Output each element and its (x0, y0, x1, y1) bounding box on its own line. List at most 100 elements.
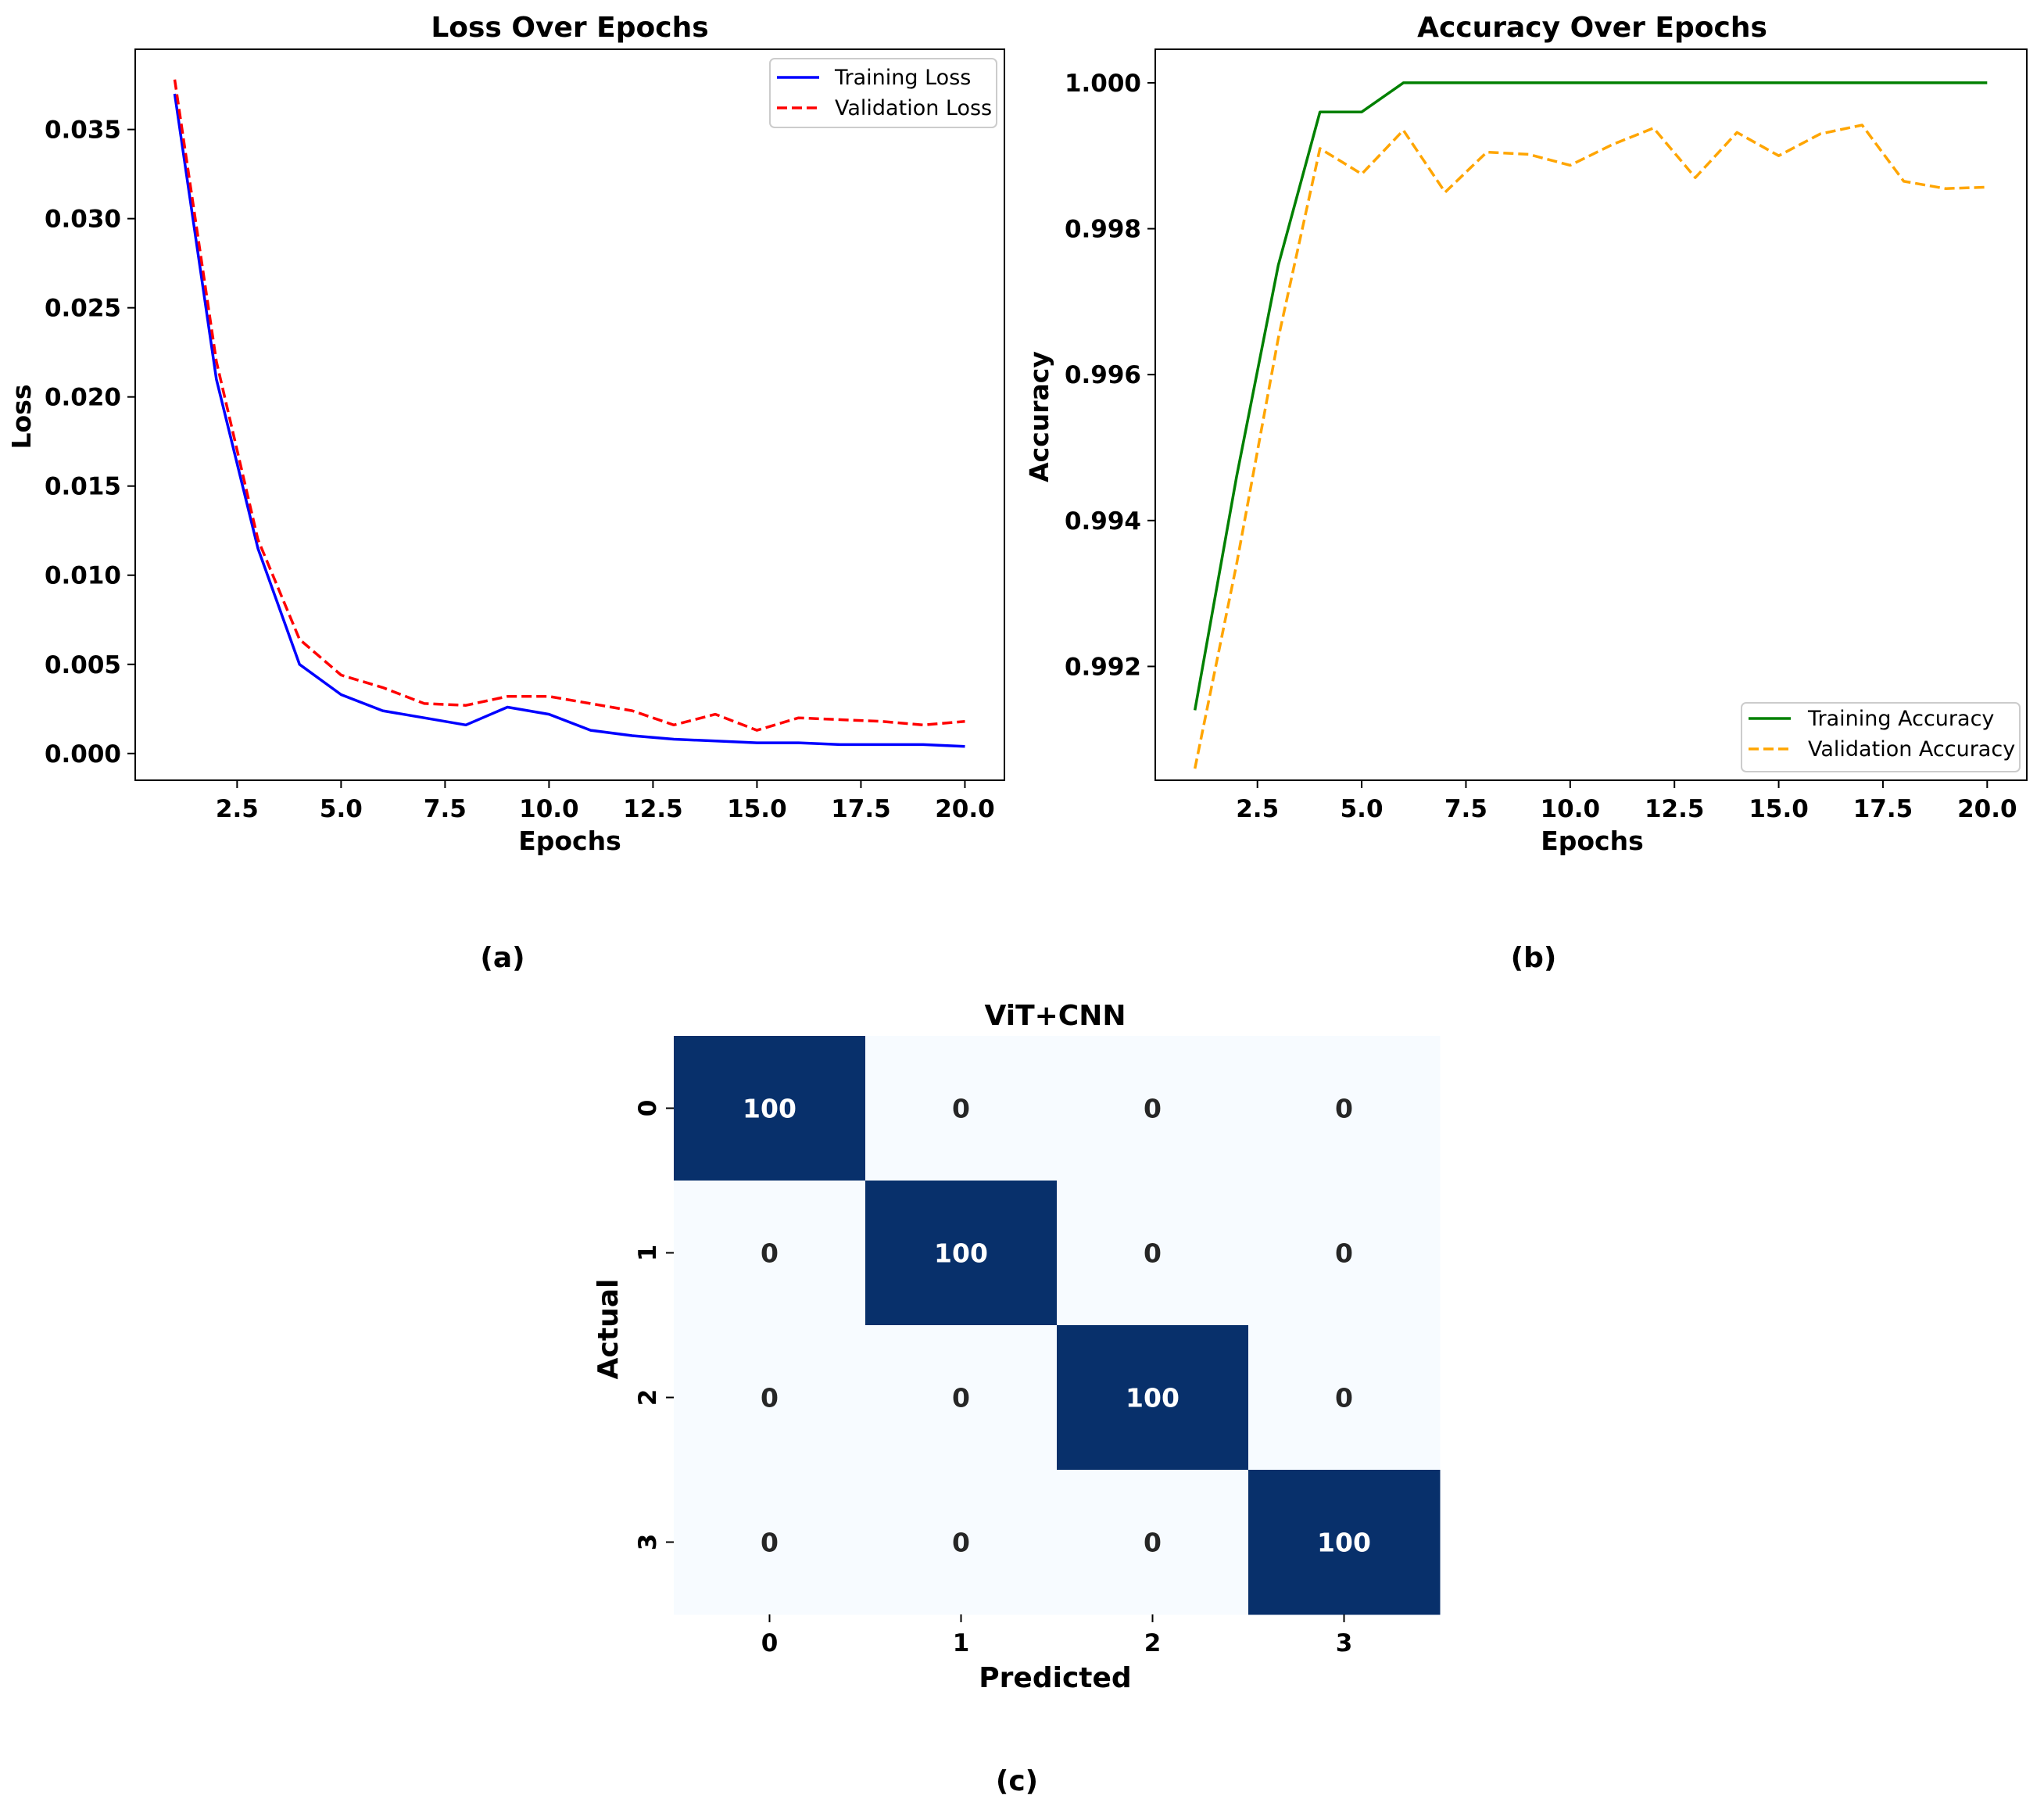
confusion-matrix-y-tick-label: 2 (634, 1389, 662, 1406)
loss-x-axis-label: Epochs (518, 826, 621, 856)
heatmap-cell-value: 0 (761, 1528, 779, 1558)
loss-x-tick-label: 17.5 (831, 795, 891, 823)
accuracy-plot-frame (1154, 48, 2028, 781)
loss-x-tick-label: 20.0 (935, 795, 995, 823)
heatmap-cell-value: 0 (952, 1094, 970, 1124)
confusion-matrix-y-axis-label: Actual (592, 1279, 625, 1380)
loss-chart: Loss Over Epochs 2.5 5.0 7.5 10.0 12.5 15.0 17… (6, 12, 1005, 974)
accuracy-legend-box (1741, 702, 2021, 772)
accuracy-y-tick-label: 0.992 (1065, 653, 1141, 681)
confusion-matrix-x-ticks: 0 1 2 3 (761, 1614, 1352, 1657)
confusion-matrix-cells: 100 0 0 0 0 100 0 0 0 0 100 0 0 0 0 100 (674, 1036, 1441, 1615)
loss-y-tick-label: 0.015 (45, 473, 121, 501)
loss-x-tick-label: 12.5 (623, 795, 683, 823)
heatmap-cell (674, 1470, 866, 1615)
heatmap-cell (1248, 1181, 1441, 1326)
training-loss-line (173, 93, 965, 748)
heatmap-cell-value: 0 (1335, 1094, 1353, 1124)
heatmap-cell (674, 1036, 866, 1181)
heatmap-cell-value: 0 (1335, 1238, 1353, 1269)
heatmap-cell-value: 0 (761, 1383, 779, 1413)
heatmap-cell-value: 0 (1335, 1383, 1353, 1413)
accuracy-chart: Accuracy Over Epochs 2.5 5.0 7.5 10.0 12.5 15… (1024, 12, 2028, 974)
loss-x-tick-label: 15.0 (727, 795, 787, 823)
accuracy-y-ticks: 0.992 0.994 0.996 0.998 1.000 (1065, 70, 1155, 681)
loss-x-tick-label: 10.0 (519, 795, 579, 823)
loss-y-tick-label: 0.020 (45, 384, 121, 412)
heatmap-cell-value: 100 (743, 1094, 796, 1124)
heatmap-cell (674, 1181, 866, 1326)
loss-y-axis-label: Loss (6, 385, 37, 450)
accuracy-x-tick-label: 2.5 (1236, 795, 1279, 823)
heatmap-cell (865, 1036, 1058, 1181)
heatmap-cell-value: 100 (1317, 1528, 1371, 1558)
accuracy-x-tick-label: 7.5 (1444, 795, 1487, 823)
heatmap-cell (1057, 1470, 1249, 1615)
loss-plot-lines (173, 79, 965, 748)
loss-y-tick-label: 0.030 (45, 206, 121, 234)
heatmap-cell-value: 0 (761, 1238, 779, 1269)
heatmap-cell (1057, 1181, 1249, 1326)
confusion-matrix-y-tick-label: 1 (634, 1245, 662, 1262)
confusion-matrix-y-tick-label: 3 (634, 1534, 662, 1551)
confusion-matrix-x-axis-label: Predicted (979, 1662, 1131, 1694)
validation-accuracy-line (1193, 124, 1988, 769)
loss-x-tick-label: 2.5 (216, 795, 259, 823)
loss-y-ticks: 0.000 0.005 0.010 0.015 0.020 0.025 0.030 0.035 (45, 116, 135, 769)
heatmap-cell (1057, 1036, 1249, 1181)
heatmap-cell (674, 1325, 866, 1471)
confusion-matrix-x-tick-label: 1 (953, 1629, 970, 1657)
accuracy-x-tick-label: 10.0 (1541, 795, 1601, 823)
loss-y-tick-label: 0.025 (45, 295, 121, 323)
loss-x-tick-label: 7.5 (424, 795, 467, 823)
accuracy-x-tick-label: 20.0 (1957, 795, 2017, 823)
loss-legend-box (769, 58, 997, 128)
accuracy-legend: Training Accuracy Validation Accuracy (1741, 702, 2021, 772)
loss-x-ticks: 2.5 5.0 7.5 10.0 12.5 15.0 17.5 20.0 (216, 780, 995, 823)
validation-loss-line (173, 79, 965, 732)
accuracy-chart-title: Accuracy Over Epochs (1417, 12, 1767, 44)
accuracy-x-tick-label: 17.5 (1853, 795, 1913, 823)
training-accuracy-line (1193, 81, 1988, 711)
heatmap-cell (865, 1470, 1058, 1615)
confusion-matrix-x-tick-label: 2 (1144, 1629, 1162, 1657)
accuracy-y-axis-label: Accuracy (1024, 351, 1054, 482)
accuracy-y-tick-label: 0.994 (1065, 507, 1141, 536)
confusion-matrix-y-tick-label: 0 (634, 1100, 662, 1117)
heatmap-cell-value: 100 (1126, 1383, 1180, 1413)
loss-chart-title: Loss Over Epochs (431, 12, 708, 44)
accuracy-x-ticks: 2.5 5.0 7.5 10.0 12.5 15.0 17.5 20.0 (1236, 780, 2017, 823)
heatmap-cell-value: 0 (952, 1528, 970, 1558)
confusion-matrix-title: ViT+CNN (985, 1000, 1126, 1032)
loss-y-tick-label: 0.005 (45, 651, 121, 679)
heatmap-cell-value: 0 (1144, 1238, 1162, 1269)
loss-legend: Training Loss Validation Loss (769, 58, 997, 128)
loss-x-tick-label: 5.0 (320, 795, 363, 823)
heatmap-cell (1248, 1470, 1441, 1615)
heatmap-cell-value: 0 (952, 1383, 970, 1413)
accuracy-x-tick-label: 5.0 (1341, 795, 1384, 823)
confusion-matrix-y-ticks: 0 1 2 3 (634, 1100, 674, 1551)
heatmap-cell (865, 1325, 1058, 1471)
loss-legend-label-training: Training Loss (834, 66, 971, 90)
heatmap-cell-value: 0 (1144, 1528, 1162, 1558)
accuracy-y-tick-label: 0.998 (1065, 216, 1141, 244)
heatmap-cell-value: 0 (1144, 1094, 1162, 1124)
caption-b: (b) (1511, 942, 1557, 974)
heatmap-cell-value: 100 (934, 1238, 988, 1269)
confusion-matrix-x-tick-label: 0 (761, 1629, 779, 1657)
accuracy-legend-label-validation: Validation Accuracy (1808, 737, 2015, 761)
accuracy-x-tick-label: 15.0 (1749, 795, 1809, 823)
accuracy-plot-lines (1193, 81, 1988, 769)
accuracy-x-axis-label: Epochs (1541, 826, 1644, 856)
heatmap-cell (1248, 1036, 1441, 1181)
accuracy-y-tick-label: 0.996 (1065, 361, 1141, 389)
accuracy-x-tick-label: 12.5 (1645, 795, 1705, 823)
loss-legend-label-validation: Validation Loss (835, 96, 992, 120)
heatmap-cell (1248, 1325, 1441, 1471)
accuracy-legend-label-training: Training Accuracy (1807, 707, 1994, 731)
caption-a: (a) (480, 942, 524, 974)
accuracy-y-tick-label: 1.000 (1065, 70, 1141, 98)
